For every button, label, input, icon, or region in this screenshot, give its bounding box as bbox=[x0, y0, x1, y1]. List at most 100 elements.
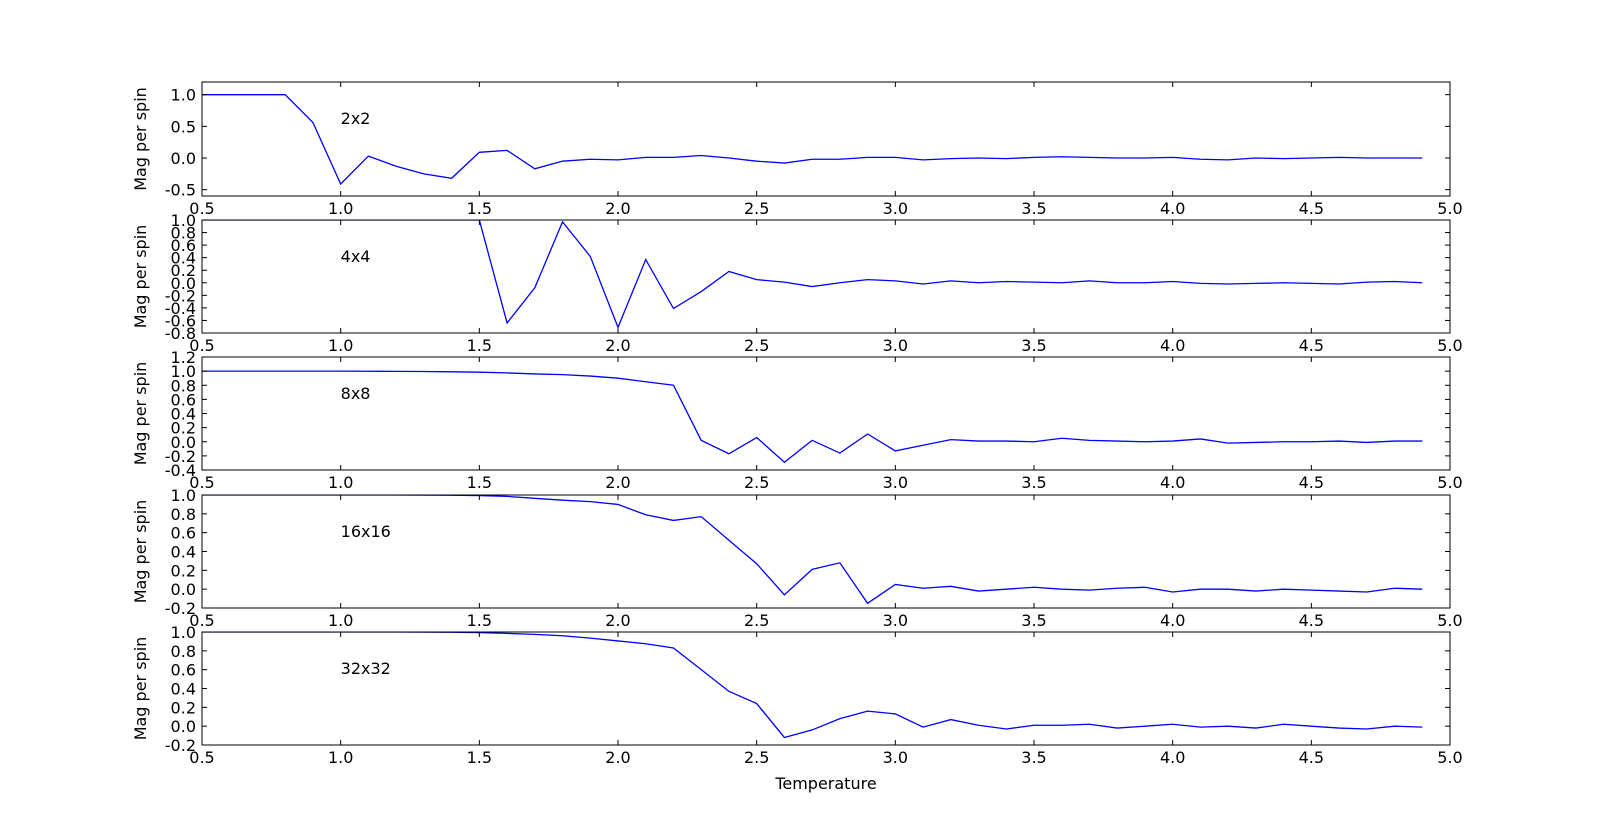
y-tick-label: -0.2 bbox=[165, 286, 196, 305]
x-tick-label: 2.0 bbox=[605, 473, 630, 492]
x-tick-label: 2.5 bbox=[744, 611, 769, 630]
y-tick-label: 0.0 bbox=[171, 580, 196, 599]
y-tick-label: 0.6 bbox=[171, 524, 196, 543]
y-tick-label: -0.5 bbox=[165, 181, 196, 200]
y-tick-label: 0.4 bbox=[171, 249, 196, 268]
x-tick-label: 1.0 bbox=[328, 748, 353, 767]
y-tick-label: -0.4 bbox=[165, 299, 196, 318]
y-tick-label: 0.2 bbox=[171, 561, 196, 580]
y-axis-label: Mag per spin bbox=[131, 500, 150, 604]
y-tick-label: -0.2 bbox=[165, 447, 196, 466]
x-tick-label: 4.5 bbox=[1299, 336, 1324, 355]
x-tick-label: 3.5 bbox=[1021, 199, 1046, 218]
y-axis-label: Mag per spin bbox=[131, 362, 150, 466]
x-tick-label: 3.0 bbox=[883, 336, 908, 355]
y-tick-label: 1.0 bbox=[171, 211, 196, 230]
y-tick-label: 0.0 bbox=[171, 433, 196, 452]
subplot-1: 0.5 1.0 1.5 2.0 2.5 3.0 3.5 4.0 4.5 5.0 -0.5 0.0 0.5… bbox=[131, 81, 1463, 218]
y-tick-label: -0.6 bbox=[165, 311, 196, 330]
subplot-4: 0.5 1.0 1.5 2.0 2.5 3.0 3.5 4.0 4.5 5.0 -0.20.00.2… bbox=[131, 486, 1463, 630]
lattice-size-annotation: 2x2 bbox=[341, 109, 371, 128]
series-line bbox=[202, 94, 1423, 186]
x-tick-label: 1.5 bbox=[467, 611, 492, 630]
x-tick-label: 5.0 bbox=[1437, 199, 1462, 218]
x-tick-label: 2.5 bbox=[744, 473, 769, 492]
lattice-size-annotation: 8x8 bbox=[341, 384, 371, 403]
y-axis-label: Mag per spin bbox=[131, 637, 150, 741]
y-tick-label: 0.8 bbox=[171, 224, 196, 243]
x-tick-label: 5.0 bbox=[1437, 611, 1462, 630]
x-tick-label: 0.5 bbox=[189, 473, 214, 492]
x-tick-label: 3.5 bbox=[1021, 748, 1046, 767]
y-axis-label: Mag per spin bbox=[131, 87, 150, 191]
x-tick-label: 1.5 bbox=[467, 748, 492, 767]
axes-frame bbox=[201, 81, 1451, 197]
y-tick-label: 0.0 bbox=[171, 149, 196, 168]
x-tick-label: 3.0 bbox=[883, 199, 908, 218]
y-tick-label: -0.2 bbox=[165, 599, 196, 618]
x-tick-label: 1.5 bbox=[467, 473, 492, 492]
subplot-2: 0.5 1.0 1.5 2.0 2.5 3.0 3.5 4.0 4.5 5.0-0.8-0.6-0… bbox=[131, 211, 1463, 355]
y-tick-label: 1.0 bbox=[171, 486, 196, 505]
x-tick-label: 2.0 bbox=[605, 748, 630, 767]
y-tick-label: 0.4 bbox=[171, 543, 196, 562]
y-tick-label: 0.5 bbox=[171, 117, 196, 136]
x-tick-label: 4.0 bbox=[1160, 748, 1185, 767]
x-tick-label: 4.0 bbox=[1160, 611, 1185, 630]
y-tick-label: -0.8 bbox=[165, 324, 196, 343]
x-tick-label: 4.5 bbox=[1299, 473, 1324, 492]
x-tick-label: 1.0 bbox=[328, 199, 353, 218]
x-tick-label: 0.5 bbox=[189, 336, 214, 355]
y-tick-label: 0.6 bbox=[171, 236, 196, 255]
x-tick-label: 1.0 bbox=[328, 611, 353, 630]
x-tick-label: 4.5 bbox=[1299, 199, 1324, 218]
x-tick-label: 1.0 bbox=[328, 336, 353, 355]
subplot-stack: 0.5 1.0 1.5 2.0 2.5 3.0 3.5 4.0 4.5 5.0-0.50.00.5… bbox=[131, 81, 1463, 793]
y-tick-label: 1.0 bbox=[171, 86, 196, 105]
y-tick-label: 0.4 bbox=[171, 680, 196, 699]
y-tick-label: -0.4 bbox=[165, 461, 196, 480]
y-tick-label: 0.4 bbox=[171, 405, 196, 424]
x-tick-label: 2.0 bbox=[605, 336, 630, 355]
x-tick-label: 2.0 bbox=[605, 611, 630, 630]
x-tick-label: 4.0 bbox=[1160, 199, 1185, 218]
x-tick-label: 5.0 bbox=[1437, 748, 1462, 767]
y-tick-label: 1.0 bbox=[171, 623, 196, 642]
y-tick-label: 0.8 bbox=[171, 505, 196, 524]
y-tick-label: 0.8 bbox=[171, 376, 196, 395]
lattice-size-annotation: 4x4 bbox=[341, 247, 371, 266]
axes-frame bbox=[201, 219, 1451, 334]
y-tick-label: 0.8 bbox=[171, 642, 196, 661]
series-line bbox=[202, 220, 1423, 330]
y-tick-label: 1.2 bbox=[171, 348, 196, 367]
x-tick-label: 4.0 bbox=[1160, 473, 1185, 492]
y-tick-label: -0.2 bbox=[165, 736, 196, 755]
x-tick-label: 4.0 bbox=[1160, 336, 1185, 355]
x-tick-label: 5.0 bbox=[1437, 336, 1462, 355]
x-tick-label: 3.5 bbox=[1021, 611, 1046, 630]
x-tick-label: 1.0 bbox=[328, 473, 353, 492]
x-tick-label: 2.5 bbox=[744, 336, 769, 355]
x-tick-label: 3.0 bbox=[883, 611, 908, 630]
y-tick-label: 0.0 bbox=[171, 717, 196, 736]
x-tick-label: 3.5 bbox=[1021, 336, 1046, 355]
x-axis-label: Temperature bbox=[774, 774, 876, 793]
x-tick-label: 5.0 bbox=[1437, 473, 1462, 492]
subplot-3: 0.5 1.0 1.5 2.0 2.5 3.0 3.5 4.0 4.5 5.0-0.4-0.20.… bbox=[131, 348, 1463, 492]
y-axis-label: Mag per spin bbox=[131, 225, 150, 329]
x-tick-label: 0.5 bbox=[189, 748, 214, 767]
y-tick-label: 0.2 bbox=[171, 698, 196, 717]
lattice-size-annotation: 32x32 bbox=[341, 659, 391, 678]
y-tick-label: 1.0 bbox=[171, 362, 196, 381]
y-tick-label: 0.0 bbox=[171, 274, 196, 293]
x-tick-label: 4.5 bbox=[1299, 748, 1324, 767]
x-tick-label: 2.0 bbox=[605, 199, 630, 218]
y-tick-label: 0.6 bbox=[171, 390, 196, 409]
y-tick-label: 0.2 bbox=[171, 261, 196, 280]
y-tick-label: 0.2 bbox=[171, 419, 196, 438]
y-tick-label: 0.6 bbox=[171, 661, 196, 680]
x-tick-label: 3.0 bbox=[883, 473, 908, 492]
subplot-5: 0.5 1.0 1.5 2.0 2.5 3.0 3.5 4.0 4.5 5.0 -0.20.00.2… bbox=[131, 623, 1463, 793]
